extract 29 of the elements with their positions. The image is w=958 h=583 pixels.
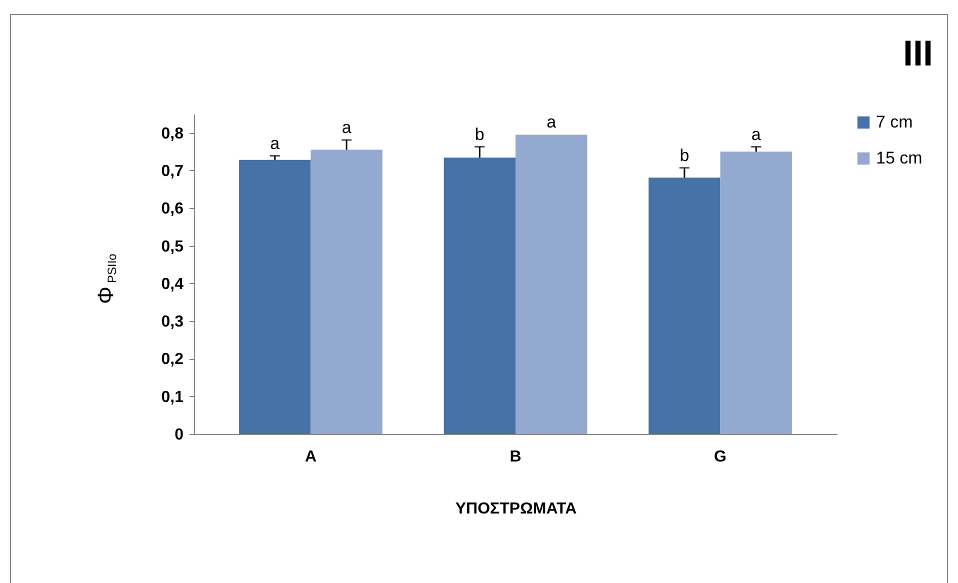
data-label: a (270, 134, 280, 153)
bar (516, 134, 588, 434)
y-tick-label: 0,2 (161, 351, 184, 368)
data-label: a (546, 112, 557, 132)
bar (648, 178, 720, 434)
bar (239, 160, 311, 434)
x-tick-label: B (510, 448, 522, 466)
y-tick-label: 0,4 (161, 276, 184, 293)
x-tick-label: A (304, 448, 317, 466)
y-tick-label: 0,6 (161, 200, 184, 218)
y-tick-label: 0,5 (161, 238, 184, 256)
data-label: a (342, 118, 352, 137)
y-axis-title: ΦPSIIo (93, 253, 119, 304)
legend-label: 7 cm (876, 112, 913, 132)
bar (444, 158, 516, 434)
y-tick-label: 0,8 (161, 125, 184, 142)
y-tick-label: 0,7 (161, 162, 184, 180)
text: III (902, 32, 933, 74)
y-tick-label: 0,3 (161, 314, 184, 331)
y-tick-label: 0 (174, 426, 184, 444)
data-label: b (680, 146, 690, 165)
bar (720, 152, 792, 434)
data-label: a (751, 124, 762, 144)
x-axis-title: ΥΠΟΣΤΡΩΜΑΤΑ (455, 500, 578, 518)
bar (310, 150, 382, 434)
x-tick-label: G (714, 448, 727, 466)
legend-label: 15 cm (876, 148, 922, 168)
data-label: b (474, 124, 484, 144)
y-tick-label: 0,1 (161, 388, 184, 406)
